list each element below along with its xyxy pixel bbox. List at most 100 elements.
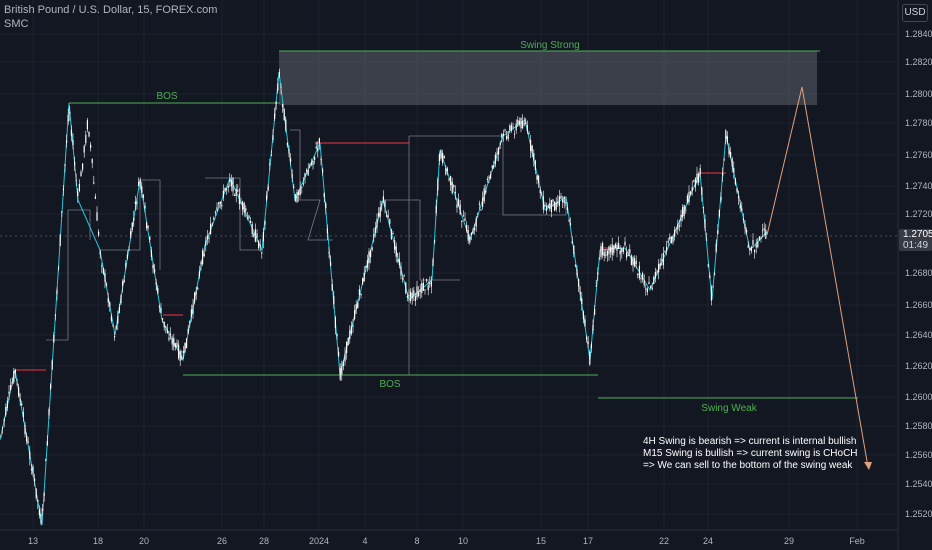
candle-body xyxy=(419,289,421,293)
candle-body xyxy=(664,251,666,253)
candle-body xyxy=(325,203,327,209)
candle-body xyxy=(752,240,754,245)
candle-body xyxy=(613,245,615,253)
candle-body xyxy=(554,201,556,211)
candle-body xyxy=(203,253,205,256)
candle-body xyxy=(66,140,68,143)
candle-body xyxy=(749,248,751,251)
candle-body xyxy=(672,236,674,243)
candle-body xyxy=(358,289,360,295)
candle-body xyxy=(426,279,428,281)
candle-body xyxy=(360,293,362,296)
candle-body xyxy=(50,384,52,389)
candle-body xyxy=(486,179,488,180)
internal-structure-gray-4 xyxy=(290,129,333,241)
candle-body xyxy=(282,104,284,107)
candle-body xyxy=(34,478,36,481)
candle-body xyxy=(146,222,148,229)
candle-body xyxy=(490,173,492,179)
candle-body xyxy=(267,186,269,191)
projection-path xyxy=(766,86,869,468)
price-tick-label: 1.26800 xyxy=(905,268,932,278)
candle-body xyxy=(546,205,548,211)
candle-body xyxy=(525,121,527,124)
time-axis[interactable]: 13 18 20 26 28 2024 4 8 10 15 17 22 24 29 Feb xyxy=(28,536,865,546)
candle-body xyxy=(134,201,136,204)
candle-body xyxy=(315,146,317,149)
candle-body xyxy=(229,179,231,183)
candle-body xyxy=(104,273,106,282)
candle-body xyxy=(669,236,671,240)
time-tick-label: 10 xyxy=(458,536,468,546)
candle-body xyxy=(400,266,402,276)
candle-body xyxy=(422,282,424,291)
candle-body xyxy=(0,435,2,437)
candle-body xyxy=(309,165,311,167)
candle-body xyxy=(237,189,239,192)
internal-structure-gray-1 xyxy=(46,209,91,341)
candle-body xyxy=(621,248,623,253)
candle-body xyxy=(562,200,564,202)
candle-body xyxy=(726,136,728,143)
candle-body xyxy=(507,134,509,139)
candle-body xyxy=(435,205,437,214)
candle-body xyxy=(347,338,349,346)
candle-body xyxy=(5,407,7,416)
currency-button[interactable]: USD xyxy=(902,4,928,22)
candle-body xyxy=(125,263,127,268)
candle-body xyxy=(277,83,279,91)
candle-body xyxy=(208,237,210,239)
indicator-label[interactable]: SMC xyxy=(4,18,29,30)
candle-body xyxy=(274,113,276,119)
candle-body xyxy=(662,253,664,266)
candle-body xyxy=(37,500,39,503)
candle-body xyxy=(638,265,640,279)
candle-body xyxy=(566,207,568,211)
candle-body xyxy=(707,264,709,267)
candle-body xyxy=(165,326,167,328)
price-axis[interactable]: 1.28400 1.28200 1.28000 1.27800 1.27600 1.274… xyxy=(905,29,932,519)
candle-body xyxy=(688,191,690,203)
candle-body xyxy=(394,240,396,250)
candle-body xyxy=(658,263,660,273)
candle-body xyxy=(467,230,469,241)
candle-body xyxy=(22,411,24,417)
candle-body xyxy=(595,285,597,287)
candle-body xyxy=(645,288,647,290)
candle-body xyxy=(765,229,767,239)
candle-body xyxy=(320,159,322,161)
candle-body xyxy=(216,207,218,211)
candle-body xyxy=(243,203,245,213)
current-price: 1.27051 xyxy=(903,229,932,240)
price-tick-label: 1.27800 xyxy=(905,118,932,128)
candle-body xyxy=(88,131,90,137)
price-tick-label: 1.28000 xyxy=(905,89,932,99)
candle-body xyxy=(290,158,292,162)
candle-body xyxy=(536,175,538,180)
candle-body xyxy=(424,289,426,291)
candle-body xyxy=(442,152,444,163)
candle-body xyxy=(750,246,752,252)
candle-body xyxy=(346,341,348,354)
candle-body xyxy=(294,194,296,201)
candle-body xyxy=(62,188,64,190)
price-tick-label: 1.28400 xyxy=(905,29,932,39)
candle-body xyxy=(213,217,215,220)
candle-body xyxy=(376,218,378,228)
candle-body xyxy=(427,285,429,291)
candle-body xyxy=(296,192,298,202)
candle-body xyxy=(466,224,468,231)
candle-body xyxy=(600,246,602,257)
internal-structure-gray-3 xyxy=(205,177,262,251)
candle-body xyxy=(667,240,669,243)
candle-body xyxy=(568,220,570,222)
projection-arrowhead xyxy=(864,462,872,470)
candle-body xyxy=(454,191,456,194)
candle-body xyxy=(725,130,727,139)
candle-body xyxy=(602,243,604,256)
candle-body xyxy=(598,257,600,259)
time-tick-label: 26 xyxy=(217,536,227,546)
candle-body xyxy=(542,196,544,210)
time-tick-label: 15 xyxy=(536,536,546,546)
